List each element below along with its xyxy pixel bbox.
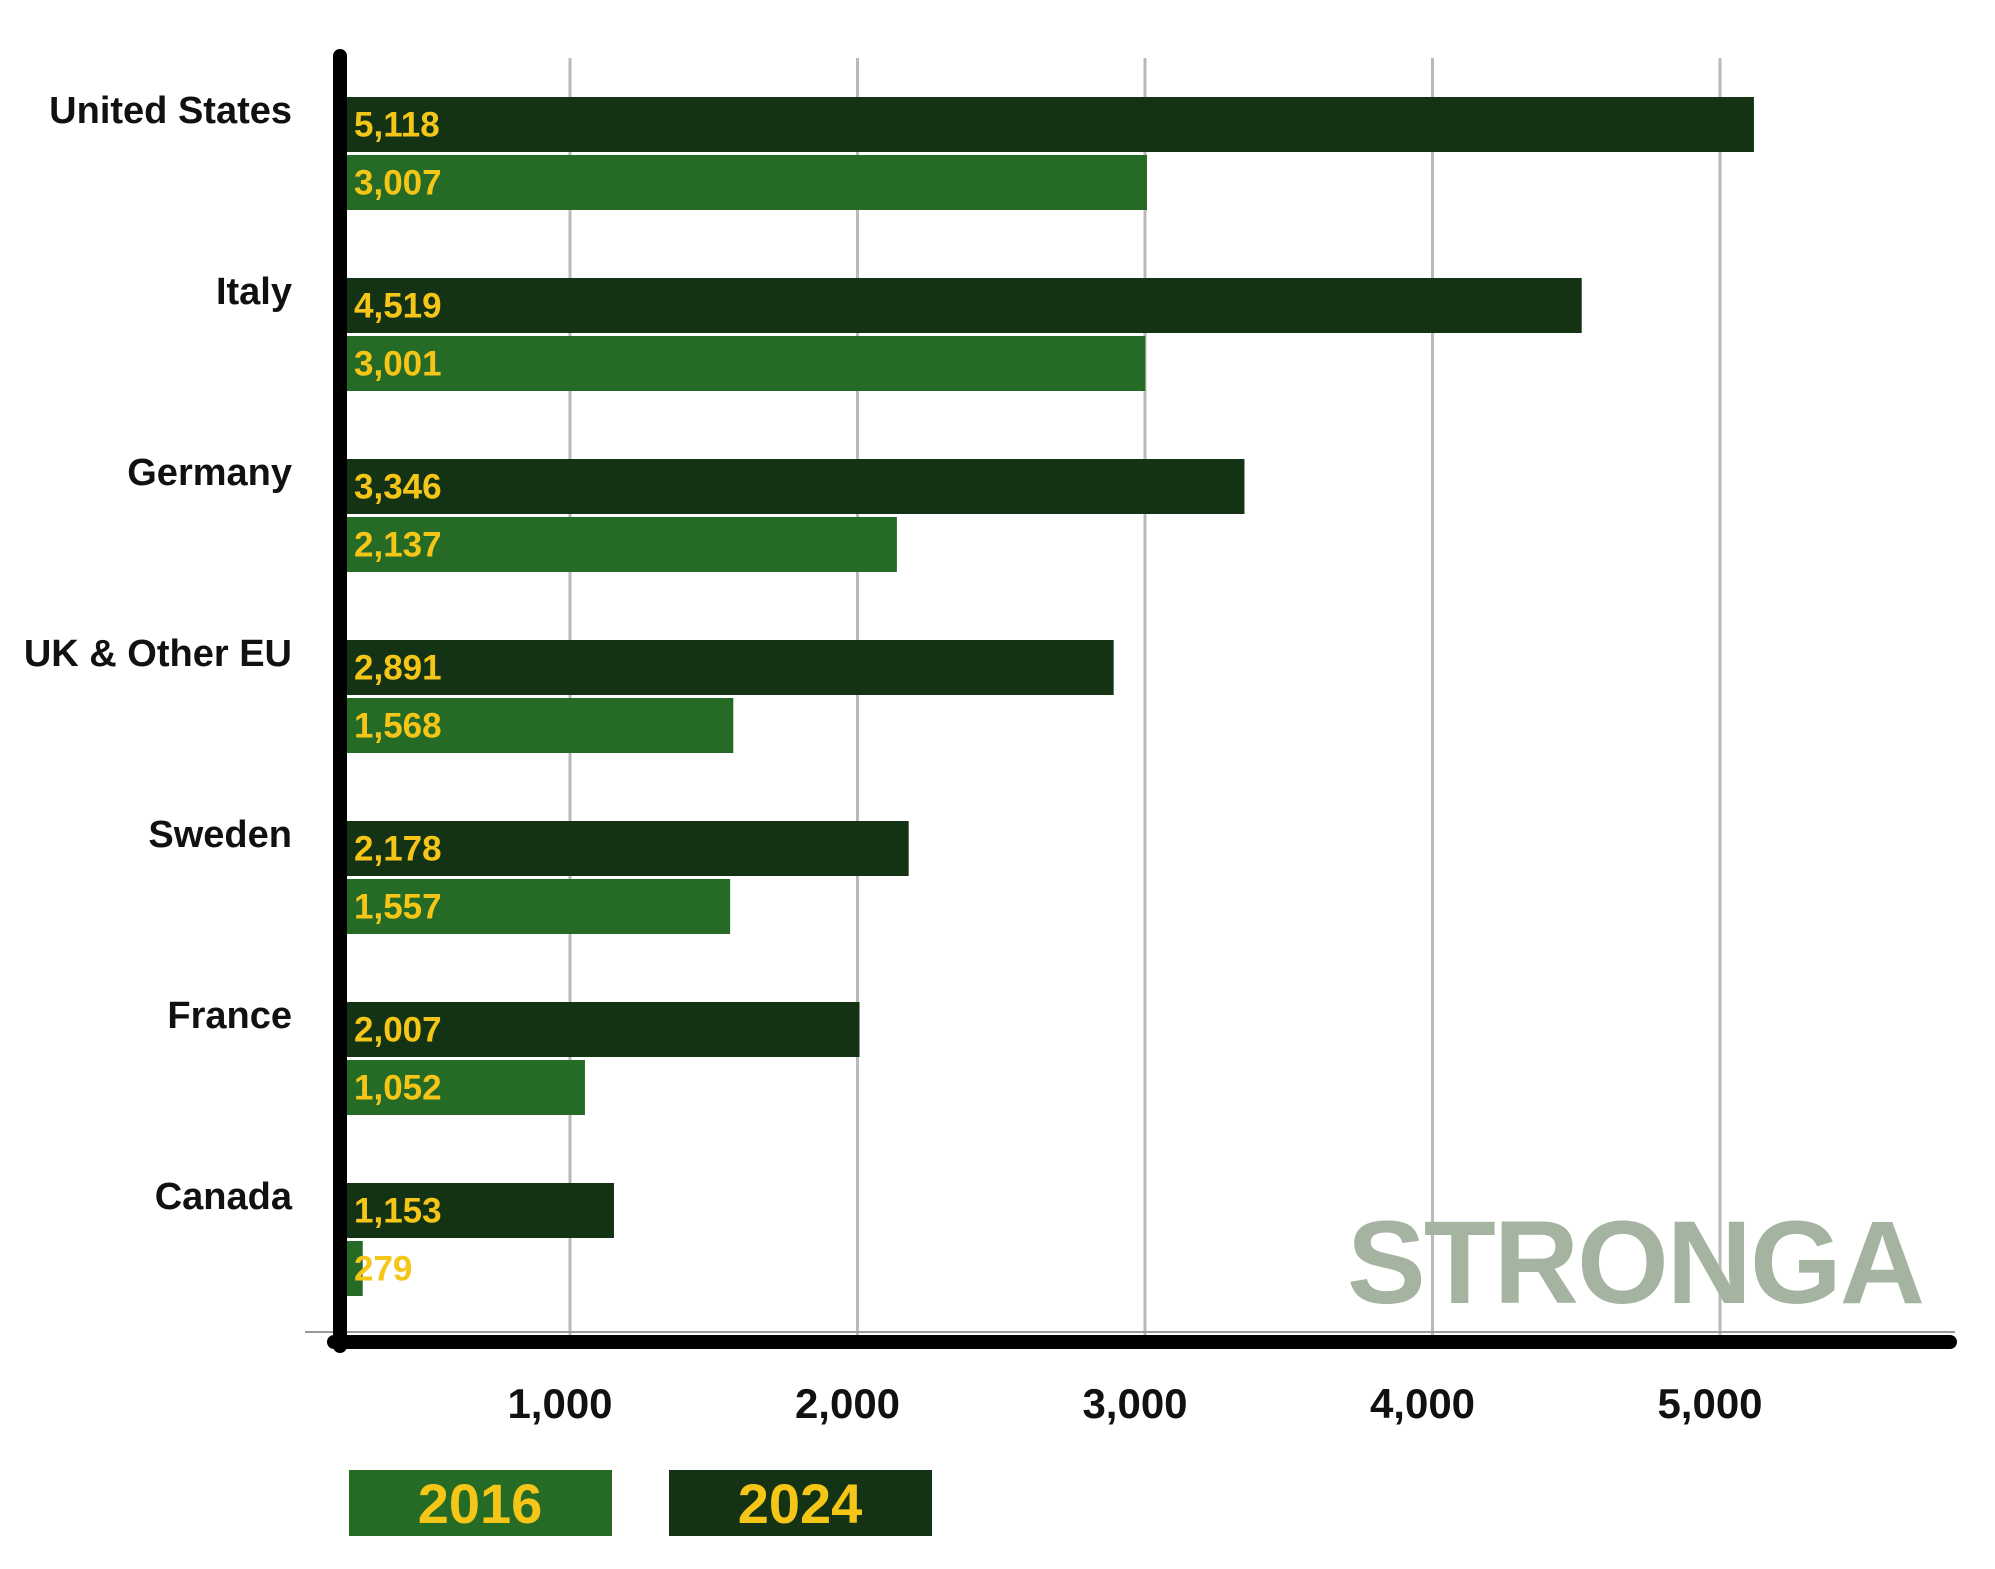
category-label: United States <box>49 90 292 132</box>
data-label-2016: 1,568 <box>354 707 442 746</box>
grid-lines <box>568 58 1722 1340</box>
bar-2016 <box>340 698 734 753</box>
bar-2016 <box>340 336 1146 391</box>
data-label-2016: 279 <box>354 1250 412 1289</box>
x-tick-label: 2,000 <box>795 1380 900 1427</box>
category-label: Germany <box>127 452 292 494</box>
x-tick-label: 3,000 <box>1082 1380 1187 1427</box>
bar-2024 <box>340 97 1754 152</box>
bar-2024 <box>340 821 909 876</box>
bars <box>340 97 1754 1296</box>
legend-label-2024: 2024 <box>738 1472 863 1535</box>
bar-2024 <box>340 640 1114 695</box>
axes <box>305 49 1957 1353</box>
data-label-2016: 3,001 <box>354 345 442 384</box>
data-label-2024: 2,007 <box>354 1011 442 1050</box>
data-label-2024: 3,346 <box>354 468 442 507</box>
data-label-2016: 3,007 <box>354 164 442 203</box>
watermark-logo: STRONGA <box>1347 1197 1923 1329</box>
data-label-2024: 5,118 <box>354 106 440 145</box>
data-label-2024: 4,519 <box>354 287 442 326</box>
bar-2024 <box>340 459 1245 514</box>
legend-swatch-2016 <box>349 1470 612 1536</box>
data-label-2016: 1,052 <box>354 1069 442 1108</box>
data-label-2024: 2,891 <box>354 649 442 688</box>
bar-2016 <box>340 517 897 572</box>
category-label: Canada <box>155 1176 293 1218</box>
category-label: Italy <box>216 271 292 313</box>
data-label-2016: 1,557 <box>354 888 442 927</box>
legend-swatch-2024 <box>669 1470 932 1536</box>
data-label-2024: 1,153 <box>354 1192 442 1231</box>
x-tick-label: 5,000 <box>1657 1380 1762 1427</box>
data-label-2024: 2,178 <box>354 830 442 869</box>
bar-2024 <box>340 1183 614 1238</box>
category-label: Sweden <box>148 814 292 856</box>
labels: 1,000 2,000 3,000 4,000 5,000 United States 5,… <box>24 90 1763 1427</box>
x-tick-label: 1,000 <box>507 1380 612 1427</box>
data-label-2016: 2,137 <box>354 526 442 565</box>
bar-2016 <box>340 879 731 934</box>
bar-2024 <box>340 1002 860 1057</box>
category-label: France <box>167 995 292 1037</box>
x-tick-label: 4,000 <box>1370 1380 1475 1427</box>
legend-label-2016: 2016 <box>418 1472 543 1535</box>
legend: 2016 2024 <box>349 1470 932 1536</box>
bar-2016 <box>340 155 1148 210</box>
bar-2024 <box>340 278 1582 333</box>
bar-2016 <box>340 1060 585 1115</box>
category-label: UK & Other EU <box>24 633 292 675</box>
